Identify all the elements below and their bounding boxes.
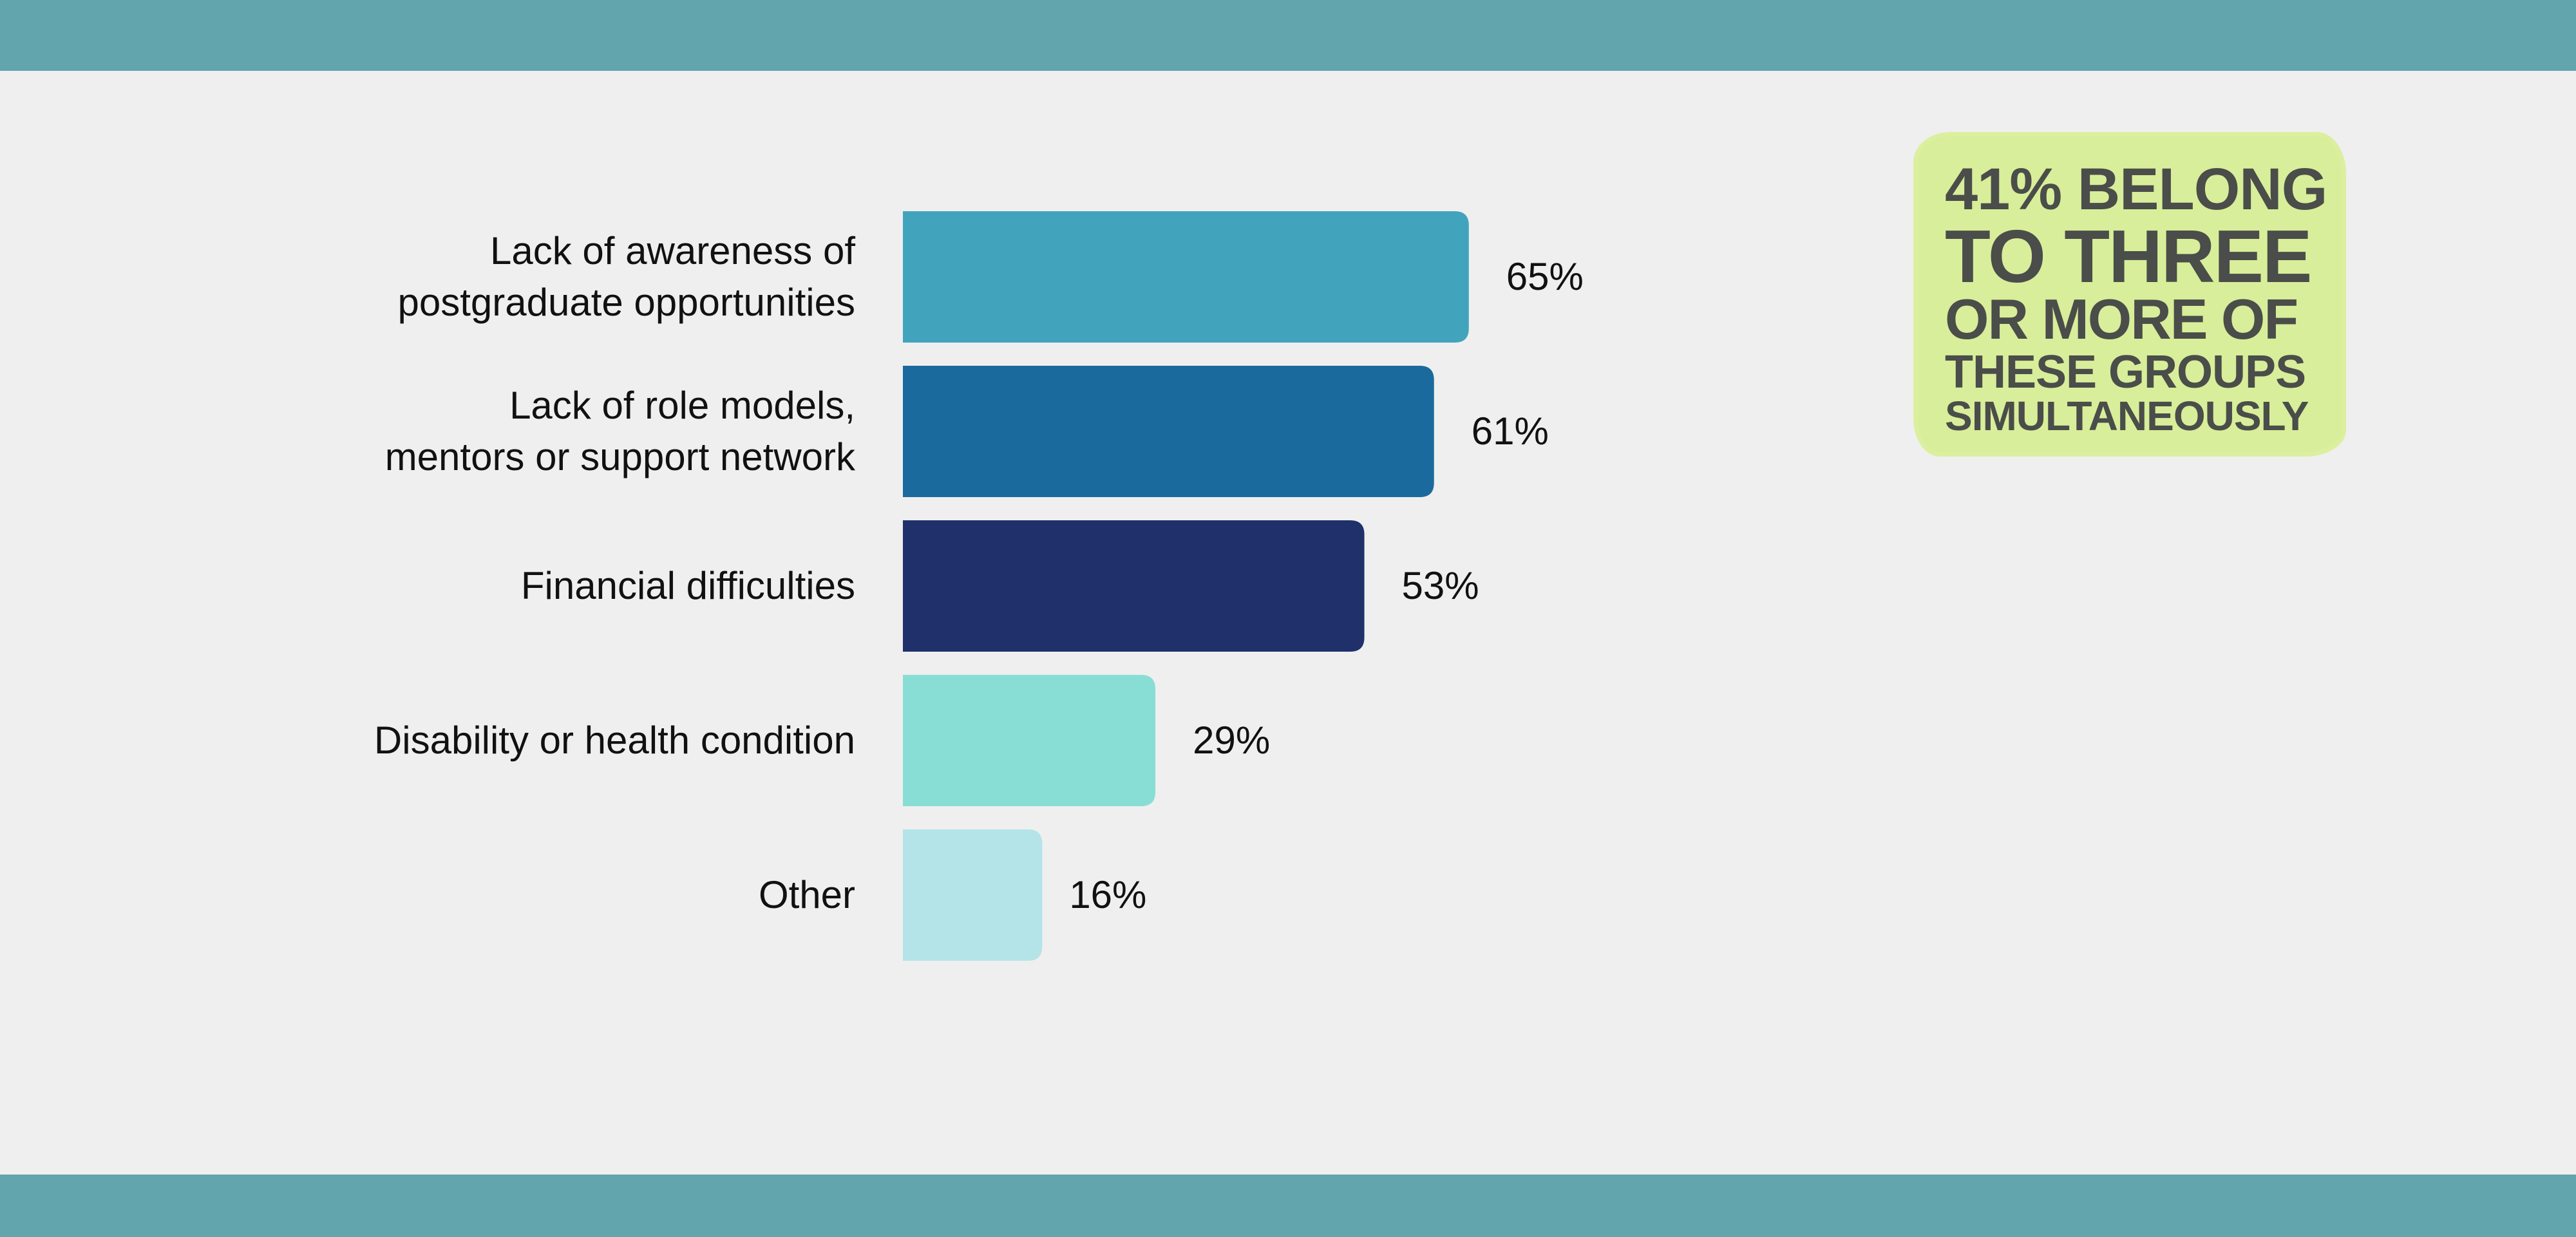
bottom-band <box>0 1175 2576 1237</box>
data-label: 65% <box>1506 255 1584 298</box>
callout-box: 41% BELONG TO THREE OR MORE OF THESE GRO… <box>1918 137 2342 452</box>
category-label-line: mentors or support network <box>385 435 856 478</box>
category-label: Disability or health condition <box>374 719 855 762</box>
category-label-line: Disability or health condition <box>374 719 855 762</box>
bar <box>903 675 1156 806</box>
data-label: 61% <box>1472 410 1549 453</box>
category-label: Lack of role models, mentors or support n… <box>385 384 856 478</box>
category-label-line: Financial difficulties <box>521 564 855 607</box>
bar <box>903 829 1043 961</box>
category-label-line: Lack of role models, <box>509 384 855 427</box>
category-label: Financial difficulties <box>521 564 855 607</box>
callout-line: SIMULTANEOUSLY <box>1945 393 2309 439</box>
callout-line: 41% BELONG <box>1945 156 2327 222</box>
bar <box>903 366 1434 497</box>
top-band <box>0 0 2576 71</box>
category-label-line: postgraduate opportunities <box>397 281 855 324</box>
category-label: Lack of awareness of postgraduate opportu… <box>397 229 855 324</box>
category-label-line: Lack of awareness of <box>490 229 855 272</box>
category-label: Other <box>759 873 855 916</box>
data-label: 29% <box>1193 719 1270 762</box>
data-label: 53% <box>1402 564 1479 607</box>
callout-line: THESE GROUPS <box>1945 346 2306 398</box>
data-label: 16% <box>1069 873 1146 916</box>
category-label-line: Other <box>759 873 855 916</box>
bar <box>903 211 1469 343</box>
callout-line: TO THREE <box>1945 214 2312 298</box>
callout-line: OR MORE OF <box>1945 287 2298 351</box>
bar <box>903 520 1365 652</box>
